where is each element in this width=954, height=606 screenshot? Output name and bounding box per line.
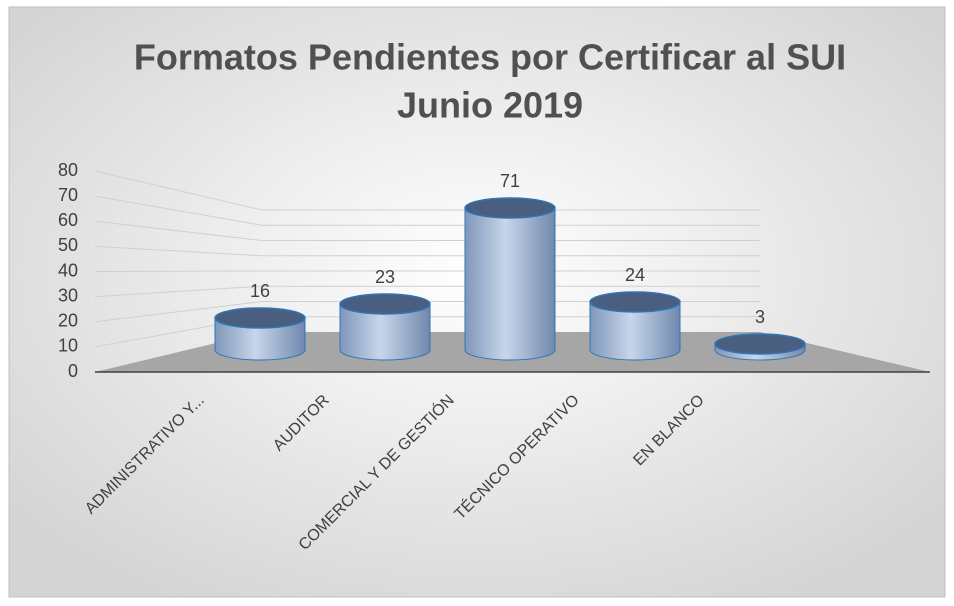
grid-line [94, 170, 760, 211]
grid-line [94, 285, 760, 298]
grid-line [94, 245, 760, 257]
bar [464, 197, 556, 361]
y-tick-label: 70 [58, 185, 78, 205]
value-label: 24 [625, 265, 645, 285]
bar-top [589, 291, 681, 313]
y-tick-label: 30 [58, 285, 78, 305]
grid-line [94, 270, 760, 272]
bar [714, 333, 806, 361]
value-label: 3 [755, 307, 765, 327]
value-label: 71 [500, 171, 520, 191]
value-label: 23 [375, 267, 395, 287]
grid-line [94, 195, 760, 226]
value-label: 16 [250, 281, 270, 301]
y-tick-label: 10 [58, 336, 78, 356]
chart-title: Formatos Pendientes por Certificar al SU… [134, 37, 846, 78]
bar [589, 291, 681, 361]
y-tick-label: 60 [58, 210, 78, 230]
bar-body [464, 207, 556, 361]
chart-title: Junio 2019 [397, 85, 583, 126]
grid-line [94, 220, 760, 241]
bar-top [714, 333, 806, 355]
y-tick-label: 80 [58, 160, 78, 180]
bar-body [589, 301, 681, 361]
y-tick-label: 20 [58, 311, 78, 331]
bar [339, 293, 431, 361]
bar-top [214, 307, 306, 329]
y-tick-label: 50 [58, 235, 78, 255]
bar-body [339, 303, 431, 361]
y-tick-label: 40 [58, 260, 78, 280]
y-tick-label: 0 [68, 361, 78, 381]
bar-body [214, 317, 306, 361]
bar-top [339, 293, 431, 315]
bar-top [464, 197, 556, 219]
bar [214, 307, 306, 361]
